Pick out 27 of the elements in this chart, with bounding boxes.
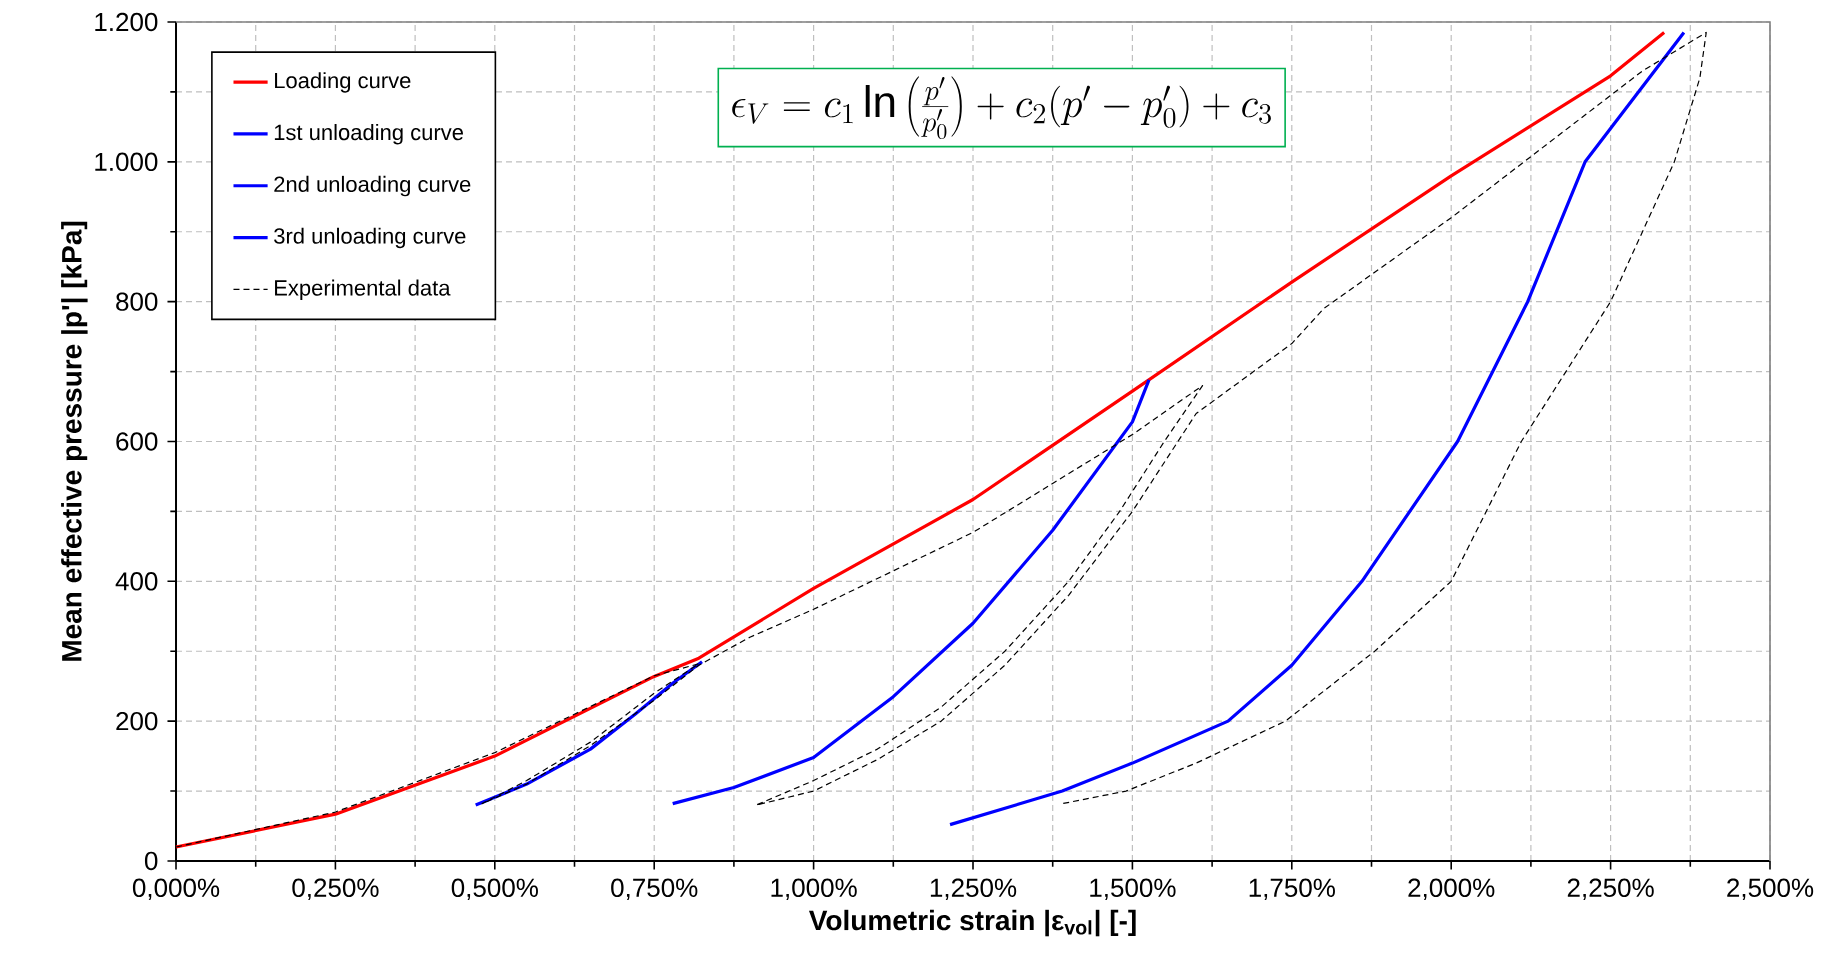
y-tick-label: 600 — [116, 432, 158, 451]
x-tick-label: 2,250% — [1567, 878, 1654, 901]
x-tick-label: 0,500% — [451, 878, 538, 901]
x-tick-label: 0,250% — [292, 878, 379, 901]
x-tick-label: 1,250% — [930, 878, 1017, 901]
line-series — [671, 378, 1151, 806]
legend-label: 1st unloading curve — [274, 124, 463, 145]
y-tick-label: 800 — [116, 292, 158, 311]
legend-label: 3rd unloading curve — [274, 227, 466, 249]
x-tick-label: 2,000% — [1408, 878, 1495, 901]
legend-label: Experimental data — [275, 279, 451, 301]
x-tick-label: 0,000% — [132, 878, 220, 901]
y-tick-label: 200 — [116, 711, 158, 731]
x-tick-label: 1,750% — [1249, 878, 1335, 901]
x-axis-title: Volumetric strain |ε$_{vol}$| [-] — [808, 909, 1136, 937]
y-tick-label: 1.000 — [95, 152, 158, 172]
x-tick-label: 0,750% — [611, 878, 698, 901]
annotation: $\epsilon_V = c_1 \ln\left(\frac{p'}{p'_0}\right) + c_2(p' - p'_0) + c_3$ — [732, 76, 1271, 140]
x-tick-label: 2,500% — [1727, 878, 1814, 901]
x-tick-label: 1,000% — [771, 878, 857, 901]
legend-label: Loading curve — [275, 72, 411, 93]
y-axis-title: Mean effective pressure |p'| [kPa] — [61, 221, 88, 661]
y-tick-label: 400 — [115, 572, 158, 591]
legend-label: 2nd unloading curve — [274, 175, 471, 197]
y-tick-label: 0 — [144, 851, 158, 871]
y-tick-label: 1.200 — [95, 12, 158, 32]
x-tick-label: 1,500% — [1090, 878, 1176, 901]
